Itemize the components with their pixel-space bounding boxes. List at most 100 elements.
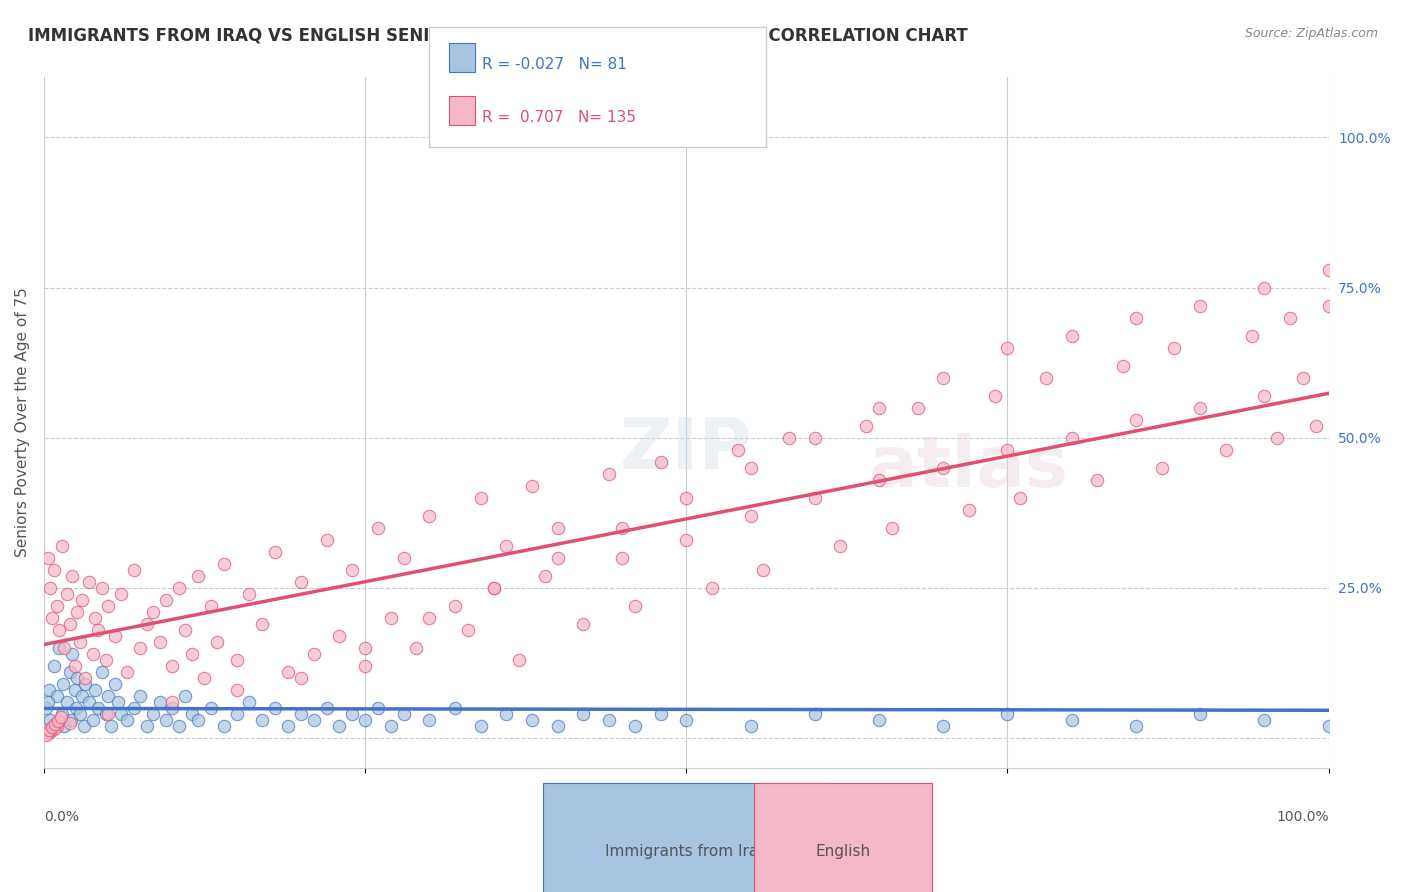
Point (1060, 431, 1083, 445)
Point (39, 581, 62, 595)
Point (97, 689, 120, 703)
Point (49, 709, 72, 723)
Point (803, 431, 825, 445)
Point (148, 695, 170, 709)
Point (508, 653, 530, 667)
Point (142, 706, 165, 721)
Point (342, 706, 364, 721)
Point (58, 715, 80, 730)
Point (495, 706, 517, 721)
Point (38, 723, 60, 738)
Point (1035, 370, 1057, 384)
Point (167, 719, 190, 733)
Point (1112, 359, 1135, 373)
Point (418, 508, 440, 523)
Point (38, 682, 60, 697)
Point (97, 599, 120, 613)
Point (1215, 442, 1237, 457)
Text: Source: ZipAtlas.com: Source: ZipAtlas.com (1244, 27, 1378, 40)
Point (1060, 713, 1083, 727)
Point (44, 722, 66, 736)
Point (66, 671, 89, 685)
Point (148, 634, 170, 648)
Point (180, 647, 202, 661)
Point (457, 623, 479, 637)
Point (73, 719, 96, 733)
Text: 0.0%: 0.0% (44, 810, 79, 823)
Point (1125, 412, 1147, 426)
Text: IMMIGRANTS FROM IRAQ VS ENGLISH SENIORS POVERTY OVER THE AGE OF 75 CORRELATION C: IMMIGRANTS FROM IRAQ VS ENGLISH SENIORS … (28, 27, 967, 45)
Point (41, 610, 63, 624)
Point (380, 719, 402, 733)
Point (342, 563, 364, 577)
Point (155, 713, 177, 727)
Point (740, 508, 762, 523)
Point (122, 563, 145, 577)
Point (547, 719, 569, 733)
Point (740, 460, 762, 475)
Point (37, 550, 59, 565)
Point (238, 695, 260, 709)
Point (187, 713, 209, 727)
Point (418, 713, 440, 727)
Point (45, 599, 67, 613)
Point (252, 713, 274, 727)
Point (94, 653, 117, 667)
Point (45, 689, 67, 703)
Point (174, 623, 197, 637)
Point (51, 539, 73, 553)
Point (238, 586, 260, 600)
Point (727, 442, 749, 457)
Point (90, 581, 112, 595)
Point (354, 658, 377, 673)
Point (90, 665, 112, 679)
Point (63, 682, 86, 697)
Point (1317, 299, 1340, 313)
Point (405, 640, 427, 655)
Point (73, 676, 96, 690)
Point (225, 706, 247, 721)
Point (392, 550, 415, 565)
Point (315, 533, 337, 547)
Point (650, 706, 672, 721)
Point (277, 719, 299, 733)
Y-axis label: Seniors Poverty Over the Age of 75: Seniors Poverty Over the Age of 75 (15, 288, 30, 558)
Point (572, 706, 595, 721)
Point (66, 605, 89, 619)
Point (51, 706, 73, 721)
Point (572, 616, 595, 631)
Text: ZIP: ZIP (620, 415, 752, 484)
Point (60, 568, 83, 582)
Point (53, 640, 76, 655)
Point (367, 700, 389, 714)
Point (855, 418, 877, 433)
Point (380, 610, 402, 624)
Point (315, 700, 337, 714)
Point (48, 640, 70, 655)
Point (482, 581, 505, 595)
Point (174, 689, 197, 703)
Point (302, 713, 325, 727)
Point (1317, 262, 1340, 277)
Point (354, 713, 377, 727)
Point (225, 682, 247, 697)
Point (37, 695, 59, 709)
Point (470, 491, 492, 505)
Point (1060, 328, 1083, 343)
Point (39, 713, 62, 727)
Point (624, 599, 647, 613)
Text: atlas: atlas (869, 434, 1069, 502)
Point (264, 544, 287, 558)
Point (1279, 310, 1302, 325)
Point (56, 586, 79, 600)
Point (44, 563, 66, 577)
Point (264, 700, 287, 714)
Point (1265, 431, 1288, 445)
Point (65, 700, 87, 714)
Point (77, 574, 100, 589)
Point (58, 616, 80, 631)
Point (932, 370, 955, 384)
Point (97, 706, 120, 721)
Point (87, 700, 110, 714)
Point (135, 719, 157, 733)
